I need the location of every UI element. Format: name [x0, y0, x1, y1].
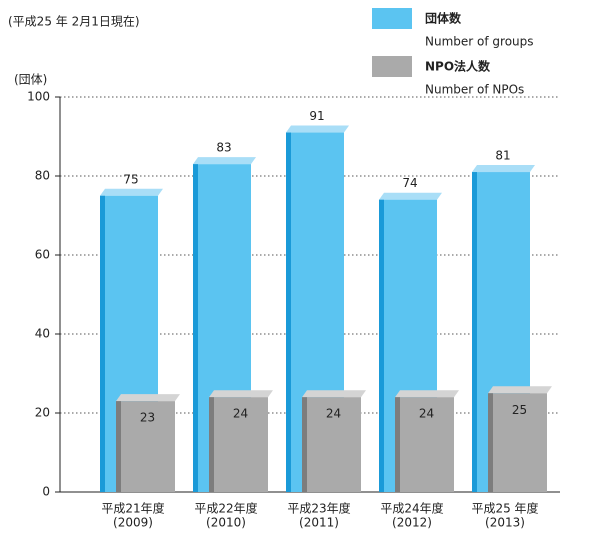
x-tick-sublabel: (2010)	[206, 516, 246, 530]
x-tick-sublabel: (2013)	[485, 516, 525, 530]
legend-label-en: Number of groups	[425, 35, 534, 49]
value-label: 74	[402, 176, 417, 190]
y-tick-label: 100	[27, 90, 50, 104]
note: (平成25 年 2月1日現在)	[8, 15, 140, 29]
bar	[302, 397, 361, 492]
bar-side	[395, 397, 400, 492]
value-label: 24	[326, 407, 341, 421]
bar-top	[193, 157, 256, 165]
y-tick-label: 40	[35, 327, 50, 341]
bar	[395, 397, 454, 492]
value-label: 23	[140, 411, 155, 425]
bar-top	[286, 125, 349, 133]
x-tick-sublabel: (2009)	[113, 516, 153, 530]
x-tick-label: 平成25 年度	[471, 501, 538, 516]
x-tick-label: 平成24年度	[380, 501, 443, 516]
bar-top	[395, 390, 459, 398]
x-tick-label: 平成21年度	[101, 501, 164, 516]
bar-side	[116, 401, 121, 492]
bar-side	[193, 164, 198, 492]
value-label: 81	[495, 149, 510, 163]
bar-top	[209, 390, 273, 398]
bar-top	[100, 188, 163, 196]
value-label: 75	[123, 172, 138, 186]
bar-side	[209, 397, 214, 492]
bar-side	[472, 172, 477, 493]
bar-top	[302, 390, 366, 398]
value-label: 91	[309, 109, 324, 123]
x-tick-sublabel: (2012)	[392, 516, 432, 530]
bar	[209, 397, 268, 492]
y-tick-label: 80	[35, 169, 50, 183]
bar-side	[488, 393, 493, 492]
bar-side	[100, 195, 105, 492]
x-tick-label: 平成23年度	[287, 501, 350, 516]
legend-label-en: Number of NPOs	[425, 83, 524, 97]
legend-swatch	[372, 8, 412, 29]
y-tick-label: 60	[35, 248, 50, 262]
value-label: 83	[216, 141, 231, 155]
x-tick-sublabel: (2011)	[299, 516, 339, 530]
value-label: 25	[512, 403, 527, 417]
legend-label: 団体数	[425, 11, 462, 26]
bar-top	[488, 386, 552, 394]
value-label: 24	[233, 407, 248, 421]
legend-swatch	[372, 56, 412, 77]
legend-label: NPO法人数	[425, 59, 491, 74]
y-axis-label: (団体)	[14, 73, 47, 87]
y-tick-label: 20	[35, 406, 50, 420]
y-tick-label: 0	[42, 485, 50, 499]
value-label: 24	[419, 407, 434, 421]
bar-side	[379, 199, 384, 492]
bar-top	[472, 165, 535, 173]
x-tick-label: 平成22年度	[194, 501, 257, 516]
bar-side	[302, 397, 307, 492]
bar-side	[286, 132, 291, 493]
bar	[488, 393, 547, 492]
bar	[116, 401, 175, 492]
bar-top	[116, 394, 180, 402]
bar-top	[379, 192, 442, 200]
